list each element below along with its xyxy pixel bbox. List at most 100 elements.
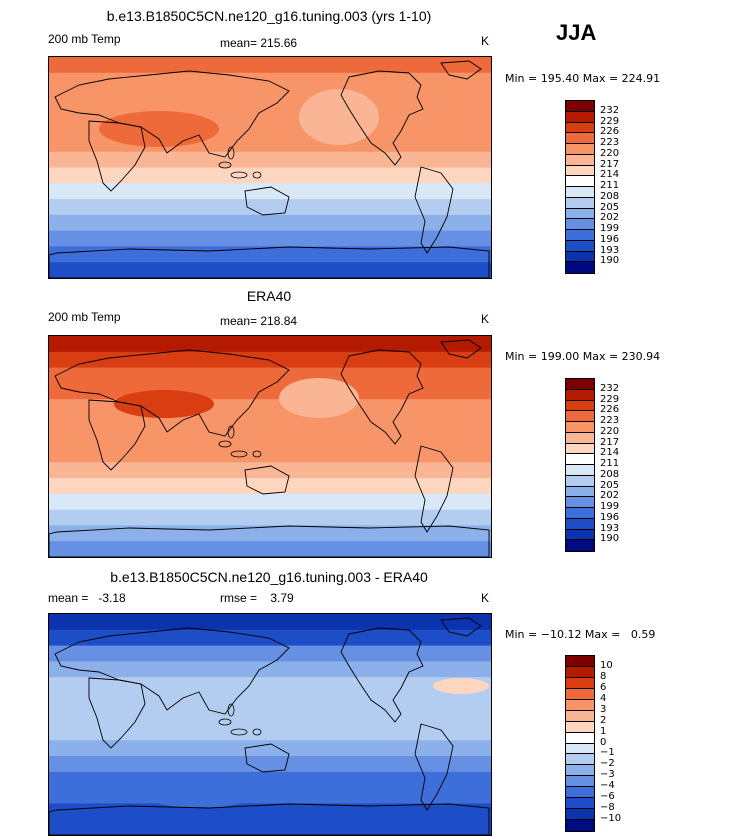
island-outline	[252, 450, 262, 458]
colorbar-swatch	[566, 710, 594, 722]
island-outline	[230, 171, 248, 179]
colorbar-swatch	[566, 187, 594, 198]
contour-band	[49, 336, 491, 353]
colorbar-tick-label: 214	[600, 447, 620, 459]
colorbar-swatch	[566, 400, 594, 412]
colorbar-tick-label: 205	[600, 201, 620, 213]
colorbar-swatch	[566, 776, 594, 788]
coastline	[340, 627, 424, 723]
colorbar-tick-label: −6	[600, 791, 615, 803]
coastline	[440, 60, 482, 80]
contour-band	[49, 724, 491, 741]
coastline	[340, 70, 424, 166]
colorbar-tick-label: 2	[600, 714, 607, 726]
colorbar-tick-label: 199	[600, 223, 620, 234]
island-outline	[227, 703, 235, 717]
coastline	[244, 186, 290, 216]
contour-band	[49, 614, 491, 631]
colorbar-tick-label: 202	[600, 490, 620, 502]
colorbar-tick-label: 211	[600, 180, 620, 191]
panel-1-colorbar	[565, 100, 595, 274]
contour-band	[49, 367, 491, 384]
panel-1-title: b.e13.B1850C5CN.ne120_g16.tuning.003 (yr…	[106, 8, 432, 24]
colorbar-tick-label: 232	[600, 382, 620, 394]
contour-band	[49, 199, 491, 216]
colorbar-tick-label: 226	[600, 126, 620, 138]
colorbar-tick-label: 208	[600, 190, 620, 202]
colorbar-tick-label: 0	[600, 736, 607, 748]
panel-2-minmax: Min = 199.00 Max = 230.94	[505, 350, 661, 363]
colorbar-swatch	[566, 389, 594, 401]
colorbar-swatch	[566, 454, 594, 465]
panel-3-colorbar-ticks: 10 8 6 4 3 2 1 0 −1 −2 −3 −4 −6 −8 −10	[600, 655, 640, 830]
island-outline	[230, 450, 248, 458]
colorbar-swatch	[566, 787, 594, 799]
panel-2-pacific-feature	[279, 378, 359, 418]
coastline	[440, 617, 482, 637]
panel-3-mean-label: mean = -3.18	[48, 591, 126, 605]
coastline	[88, 677, 146, 749]
panel-3-rmse-label: rmse = 3.79	[220, 591, 294, 605]
contour-band	[49, 629, 491, 647]
colorbar-tick-label: 229	[600, 115, 620, 127]
colorbar-swatch	[566, 677, 594, 689]
colorbar-tick-label: 223	[600, 137, 620, 148]
island-outline	[227, 146, 235, 160]
colorbar-swatch	[566, 529, 594, 541]
panel-3-indian-negative	[324, 777, 434, 801]
contour-band	[49, 351, 491, 369]
colorbar-tick-label: 190	[600, 255, 620, 267]
colorbar-swatch	[566, 411, 594, 422]
contour-band	[49, 692, 491, 710]
contour-band	[49, 446, 491, 463]
coastline	[244, 743, 290, 773]
coastline	[54, 70, 290, 158]
panel-2-colorbar-ticks: 232 229 226 223 220 217 214 211 208 205 202 199 196 1…	[600, 378, 640, 550]
colorbar-tick-label: 193	[600, 522, 620, 534]
panel-2-mean-label: mean= 218.84	[220, 314, 298, 328]
colorbar-swatch	[566, 101, 594, 112]
contour-band	[49, 819, 491, 835]
panel-1-mean-label: mean= 215.66	[220, 36, 298, 50]
colorbar-tick-label: 226	[600, 404, 620, 416]
contour-band	[49, 57, 491, 74]
colorbar-swatch	[566, 144, 594, 155]
contour-band	[49, 430, 491, 448]
colorbar-tick-label: 199	[600, 501, 620, 512]
colorbar-tick-label: 10	[600, 659, 613, 671]
coastline	[414, 723, 454, 811]
coastline	[88, 120, 146, 192]
island-outline	[227, 425, 235, 439]
colorbar-tick-label: 4	[600, 692, 607, 704]
panel-3-map-canvas	[49, 614, 491, 835]
colorbar-swatch	[566, 133, 594, 144]
coastline	[440, 339, 482, 359]
colorbar-tick-label: 217	[600, 436, 620, 448]
contour-band	[49, 72, 491, 90]
coastline	[340, 349, 424, 445]
island-outline	[218, 161, 232, 169]
panel-1-pacific-minimum	[299, 89, 379, 145]
colorbar-tick-label: 208	[600, 468, 620, 480]
colorbar-swatch	[566, 230, 594, 241]
panel-3-minmax: Min = −10.12 Max = 0.59	[505, 628, 656, 641]
colorbar-swatch	[566, 809, 594, 821]
contour-band	[49, 740, 491, 757]
colorbar-tick-label: 202	[600, 212, 620, 224]
panel-3-contour-bands	[49, 614, 491, 835]
panel-1-map-canvas	[49, 57, 491, 278]
colorbar-tick-label: 193	[600, 244, 620, 256]
colorbar-swatch	[566, 497, 594, 508]
colorbar-swatch	[566, 475, 594, 487]
colorbar-swatch	[566, 540, 594, 551]
colorbar-tick-label: 196	[600, 233, 620, 245]
colorbar-swatch	[566, 262, 594, 273]
contour-band	[49, 493, 491, 511]
colorbar-swatch	[566, 176, 594, 187]
contour-band	[49, 645, 491, 662]
colorbar-swatch	[566, 219, 594, 230]
colorbar-swatch	[566, 165, 594, 177]
colorbar-tick-label: −2	[600, 758, 615, 770]
panel-1-contour-bands	[49, 57, 491, 278]
contour-band	[49, 661, 491, 678]
